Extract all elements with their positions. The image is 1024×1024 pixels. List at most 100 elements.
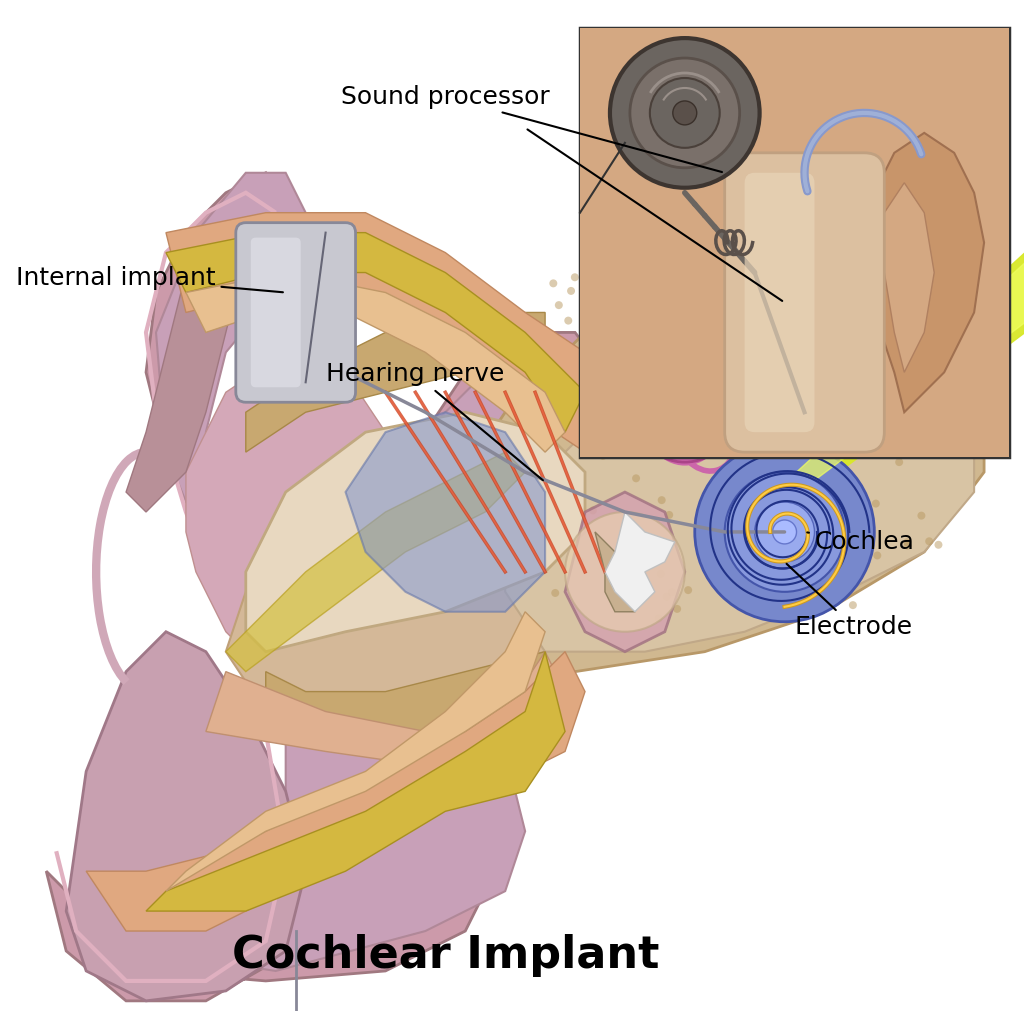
Circle shape — [654, 614, 663, 623]
Circle shape — [565, 512, 685, 632]
Polygon shape — [246, 312, 545, 453]
FancyBboxPatch shape — [725, 153, 885, 453]
Circle shape — [759, 561, 767, 569]
Circle shape — [823, 366, 831, 374]
Circle shape — [549, 280, 557, 288]
Circle shape — [603, 571, 611, 580]
Polygon shape — [226, 453, 525, 672]
Circle shape — [559, 511, 567, 519]
Polygon shape — [266, 651, 545, 752]
Text: Internal implant: Internal implant — [16, 265, 283, 292]
Circle shape — [636, 367, 644, 374]
Circle shape — [777, 611, 785, 620]
Circle shape — [668, 588, 676, 596]
Circle shape — [912, 338, 921, 345]
Circle shape — [657, 497, 666, 504]
Circle shape — [589, 507, 597, 514]
Polygon shape — [885, 182, 934, 373]
Circle shape — [849, 556, 857, 564]
Polygon shape — [46, 173, 605, 1000]
Polygon shape — [206, 651, 565, 771]
Circle shape — [650, 78, 720, 147]
Polygon shape — [86, 651, 585, 931]
Circle shape — [723, 346, 731, 353]
Text: Cochlea: Cochlea — [807, 530, 914, 554]
Wedge shape — [635, 362, 734, 462]
Polygon shape — [166, 213, 605, 453]
Circle shape — [725, 472, 845, 592]
Circle shape — [867, 318, 876, 327]
Circle shape — [903, 542, 911, 550]
Circle shape — [814, 470, 822, 477]
Text: Hearing nerve: Hearing nerve — [327, 362, 543, 480]
Polygon shape — [186, 352, 406, 672]
Circle shape — [849, 601, 857, 609]
Circle shape — [783, 566, 792, 574]
Circle shape — [928, 349, 936, 357]
Circle shape — [630, 58, 739, 168]
Circle shape — [772, 520, 797, 544]
Circle shape — [610, 38, 760, 187]
Polygon shape — [445, 253, 984, 672]
Circle shape — [597, 340, 605, 347]
Polygon shape — [345, 413, 545, 611]
Circle shape — [785, 578, 794, 586]
Circle shape — [567, 287, 575, 295]
Circle shape — [918, 512, 926, 519]
Circle shape — [739, 519, 748, 527]
FancyBboxPatch shape — [744, 173, 814, 432]
Circle shape — [653, 433, 662, 440]
Circle shape — [577, 557, 585, 565]
Circle shape — [673, 605, 681, 613]
Circle shape — [554, 399, 561, 408]
Circle shape — [599, 452, 607, 460]
Circle shape — [555, 301, 563, 309]
Circle shape — [644, 390, 652, 397]
Circle shape — [833, 398, 841, 407]
Circle shape — [663, 439, 671, 447]
Circle shape — [781, 374, 788, 381]
Circle shape — [667, 445, 675, 453]
Circle shape — [862, 561, 869, 568]
Circle shape — [903, 539, 911, 546]
Polygon shape — [166, 232, 585, 432]
Circle shape — [633, 600, 640, 608]
Circle shape — [666, 441, 674, 449]
Polygon shape — [580, 28, 1009, 457]
Polygon shape — [246, 413, 585, 651]
Circle shape — [564, 316, 572, 325]
Text: Electrode: Electrode — [786, 564, 912, 639]
Circle shape — [686, 279, 694, 287]
Circle shape — [708, 548, 716, 556]
Circle shape — [784, 447, 793, 455]
Circle shape — [926, 538, 933, 546]
Circle shape — [590, 450, 598, 458]
Polygon shape — [186, 272, 565, 453]
Polygon shape — [146, 651, 565, 911]
Polygon shape — [67, 632, 305, 1000]
Circle shape — [666, 511, 673, 519]
Circle shape — [714, 523, 722, 531]
Circle shape — [834, 413, 842, 421]
Circle shape — [849, 451, 857, 459]
Circle shape — [845, 426, 853, 434]
Circle shape — [809, 354, 817, 362]
Circle shape — [750, 474, 758, 482]
Polygon shape — [505, 312, 974, 651]
Circle shape — [544, 335, 551, 343]
Circle shape — [561, 527, 569, 536]
Circle shape — [690, 287, 698, 294]
Circle shape — [544, 444, 552, 453]
Circle shape — [673, 101, 696, 125]
Circle shape — [897, 434, 905, 442]
Polygon shape — [565, 493, 685, 651]
Circle shape — [935, 541, 942, 549]
Circle shape — [895, 458, 903, 466]
Circle shape — [589, 372, 597, 380]
Circle shape — [886, 403, 894, 412]
Circle shape — [684, 586, 692, 594]
Polygon shape — [67, 173, 605, 991]
Circle shape — [863, 306, 871, 314]
Polygon shape — [126, 232, 246, 512]
Circle shape — [694, 442, 874, 622]
